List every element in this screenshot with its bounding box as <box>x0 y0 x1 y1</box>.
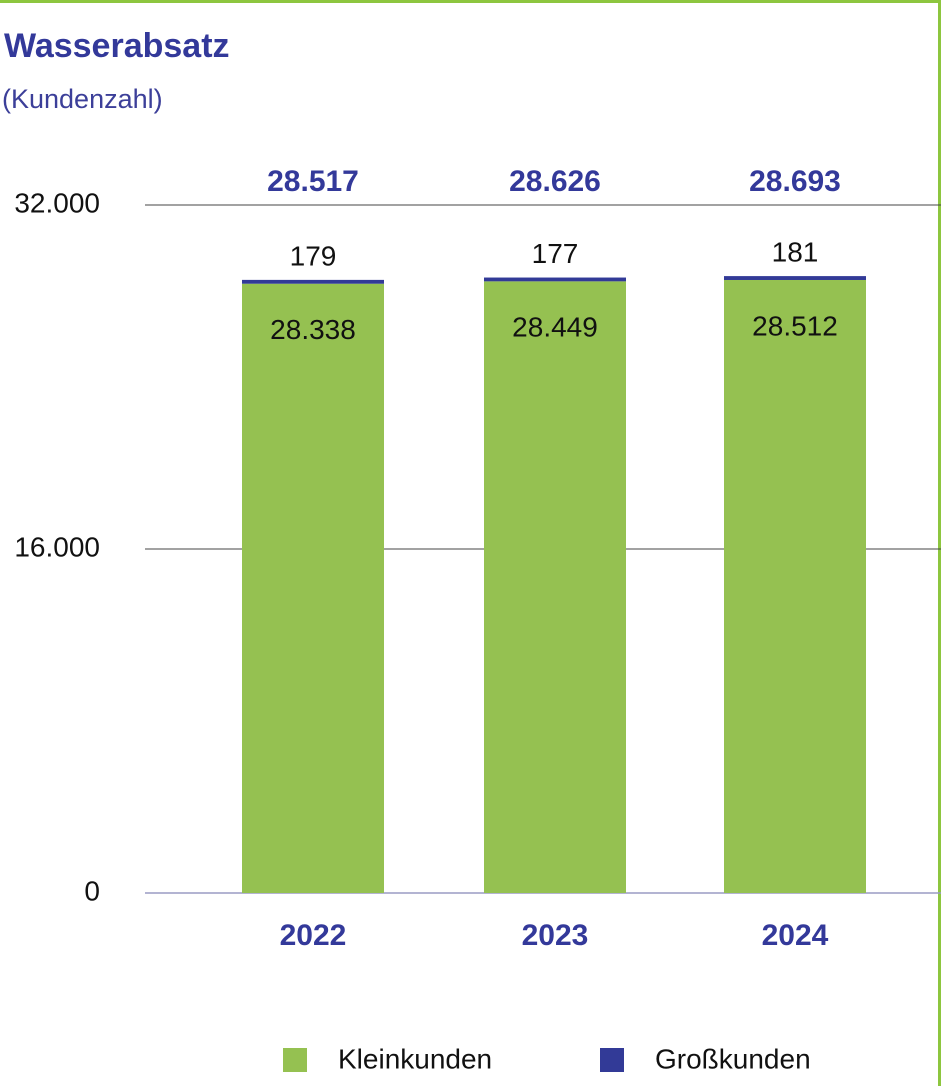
bar-segment <box>724 276 866 280</box>
segment-label: 181 <box>772 236 819 267</box>
x-tick-label: 2022 <box>280 919 347 952</box>
x-tick-label: 2024 <box>762 919 829 952</box>
legend-swatch <box>283 1048 307 1072</box>
bar-segment <box>242 279 384 284</box>
bar-segment <box>484 281 626 893</box>
segment-label: 28.449 <box>512 312 598 343</box>
total-label: 28.626 <box>509 165 601 198</box>
y-tick-label: 32.000 <box>14 187 100 218</box>
segment-label: 177 <box>532 238 579 269</box>
bar-segment <box>484 277 626 282</box>
y-tick-label: 0 <box>84 875 100 906</box>
total-label: 28.693 <box>749 165 841 198</box>
legend-label: Großkunden <box>655 1043 811 1074</box>
bar-segment <box>724 279 866 893</box>
chart-title: Wasserabsatz <box>4 27 230 65</box>
total-label: 28.517 <box>267 165 359 198</box>
segment-label: 179 <box>290 240 337 271</box>
y-tick-label: 16.000 <box>14 531 100 562</box>
bar-segment <box>242 283 384 893</box>
segment-label: 28.512 <box>752 310 838 341</box>
legend-swatch <box>600 1048 624 1072</box>
chart-subtitle: (Kundenzahl) <box>2 84 163 114</box>
x-tick-label: 2023 <box>522 919 589 952</box>
segment-label: 28.338 <box>270 314 356 345</box>
legend-label: Kleinkunden <box>338 1043 492 1074</box>
